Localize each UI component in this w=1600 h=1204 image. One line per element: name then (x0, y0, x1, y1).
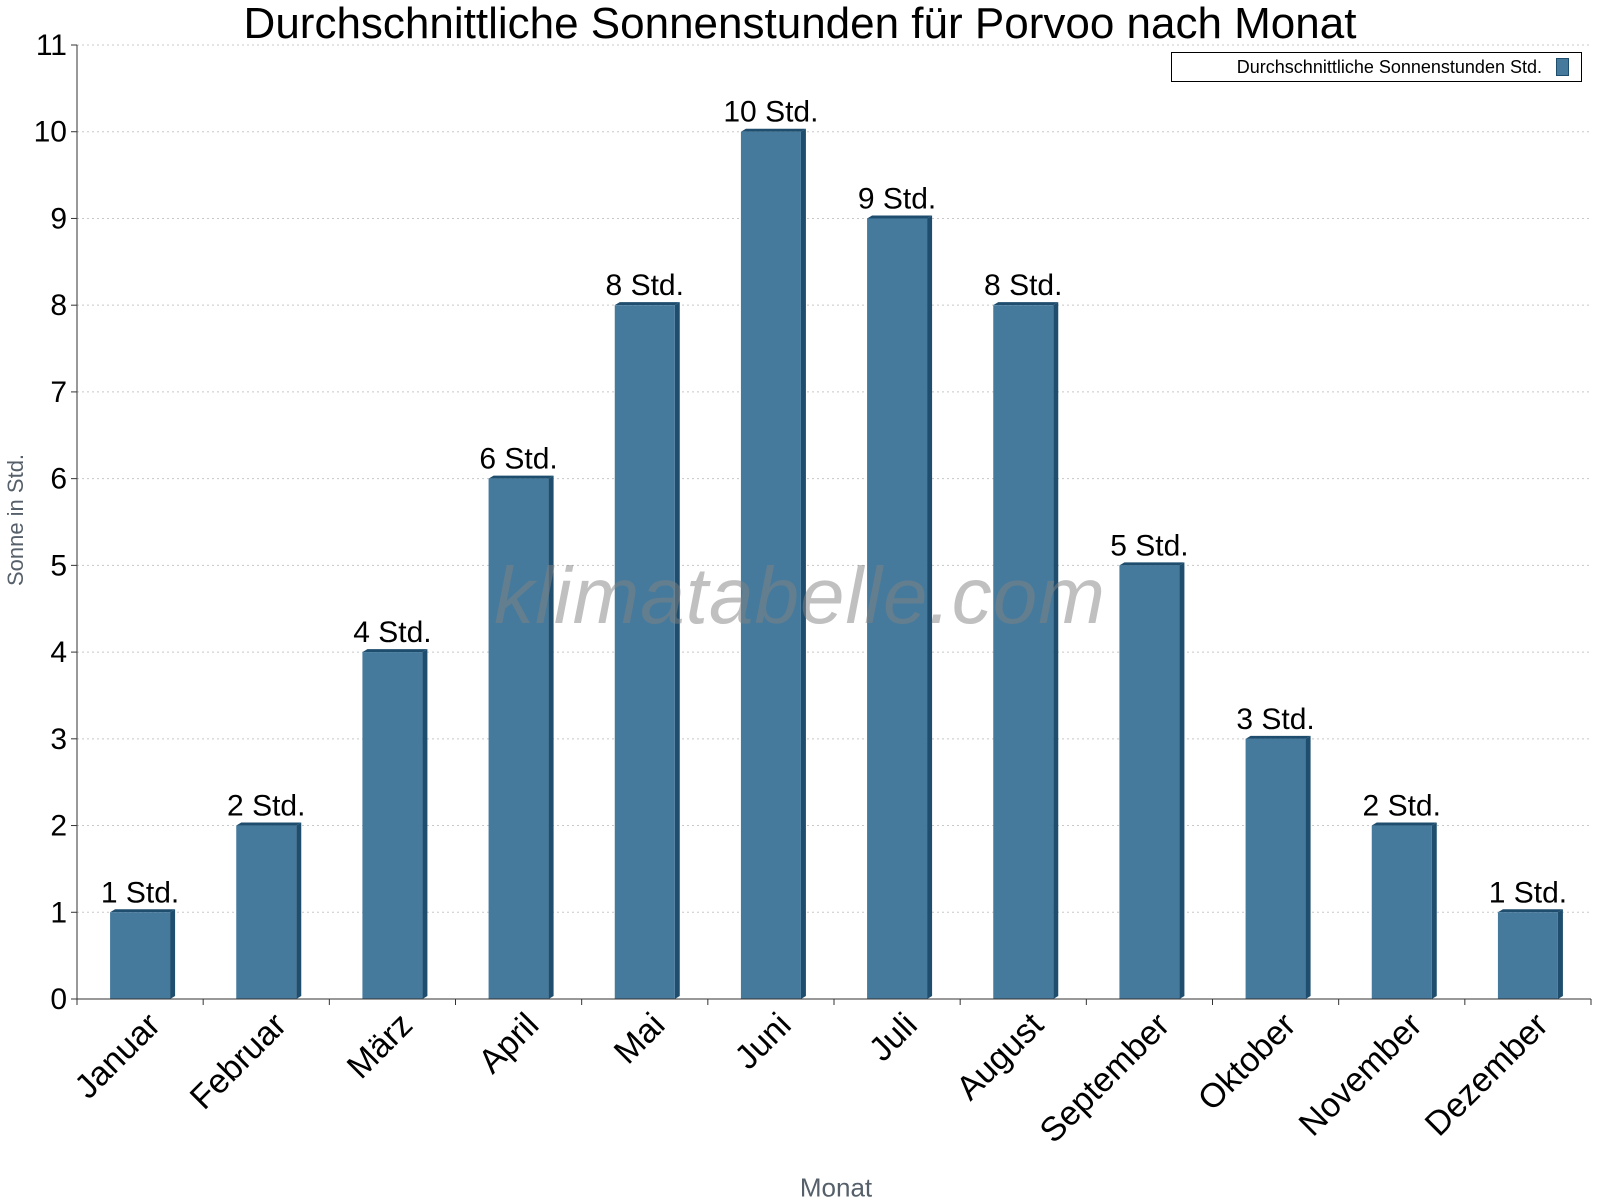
data-label: 8 Std. (606, 269, 684, 302)
bar (1119, 565, 1180, 999)
bar-top (1245, 735, 1311, 739)
y-tick-label: 8 (50, 289, 67, 322)
y-tick-label: 2 (50, 810, 67, 843)
chart-title: Durchschnittliche Sonnenstunden für Porv… (243, 0, 1357, 48)
legend: Durchschnittliche Sonnenstunden Std. (1171, 52, 1582, 82)
y-tick-label: 10 (34, 116, 67, 149)
x-axis-label: Monat (799, 1172, 873, 1203)
data-label: 10 Std. (723, 96, 818, 129)
y-tick-label: 1 (50, 896, 67, 929)
data-label: 9 Std. (858, 182, 936, 215)
gridlines (77, 44, 1591, 913)
bar (740, 131, 801, 999)
bar-top (1119, 562, 1185, 566)
bar-side (296, 822, 302, 999)
bar (1371, 825, 1432, 999)
bar-side (170, 909, 176, 999)
bar (1245, 738, 1306, 999)
data-label: 1 Std. (1489, 876, 1567, 909)
y-tick-label: 7 (50, 376, 67, 409)
y-tick-label: 11 (36, 29, 67, 62)
y-tick-label: 9 (50, 202, 67, 235)
bar (1497, 912, 1558, 999)
data-label: 2 Std. (1363, 790, 1441, 823)
data-label: 3 Std. (1236, 703, 1314, 736)
data-label: 1 Std. (101, 876, 179, 909)
x-tick-label: Februar (183, 1006, 294, 1117)
x-tick-label: Juni (728, 1006, 799, 1077)
bar (993, 305, 1054, 999)
bars (110, 128, 1563, 1000)
axes: 0 1 2 3 4 5 6 7 8 9 10 11 (34, 29, 1592, 1016)
bar-side (800, 128, 806, 999)
bar-side (1305, 735, 1311, 999)
bar-top (993, 302, 1059, 306)
x-tick-label: Juli (862, 1006, 925, 1069)
x-tick-label: April (471, 1006, 546, 1081)
data-label: 4 Std. (353, 616, 431, 649)
bar-top (110, 909, 176, 913)
data-label: 5 Std. (1110, 529, 1188, 562)
bar-side (674, 302, 680, 999)
bar-side (422, 649, 428, 999)
bar (236, 825, 297, 999)
y-tick-label: 6 (50, 463, 67, 496)
bar (614, 305, 675, 999)
y-tick-label: 3 (50, 723, 67, 756)
bar-top (1497, 909, 1563, 913)
bar (110, 912, 171, 999)
bar-side (1557, 909, 1563, 999)
bar (362, 652, 423, 999)
y-tick-label: 5 (50, 549, 67, 582)
bar-top (488, 475, 554, 479)
y-tick-label: 4 (50, 636, 67, 669)
x-tick-label: Januar (67, 1006, 167, 1106)
bar-top (236, 822, 302, 826)
data-label: 8 Std. (984, 269, 1062, 302)
bar-top (614, 302, 680, 306)
x-tick-label: Mai (607, 1006, 673, 1072)
data-label: 6 Std. (479, 443, 557, 476)
bar-side (1431, 822, 1437, 999)
bar-top (1371, 822, 1437, 826)
legend-swatch (1556, 58, 1569, 76)
legend-label: Durchschnittliche Sonnenstunden Std. (1236, 56, 1542, 77)
y-tick-label: 0 (50, 983, 67, 1016)
bar-side (1053, 302, 1059, 999)
x-tick-label: Oktober (1191, 1006, 1303, 1118)
x-tick-label: November (1292, 1006, 1430, 1144)
x-tick-label: März (340, 1006, 420, 1086)
bar (488, 478, 549, 999)
bar-side (1179, 562, 1185, 999)
bar-side (548, 475, 554, 999)
bar-top (362, 649, 428, 653)
y-axis-label: Sonne in Std. (3, 453, 28, 587)
x-tick-label: Dezember (1418, 1006, 1556, 1144)
x-tick-label: August (949, 1005, 1051, 1107)
data-label: 2 Std. (227, 790, 305, 823)
bar-side (927, 215, 933, 1000)
bar (867, 218, 928, 1000)
x-tick-label: September (1033, 1006, 1177, 1150)
bar-top (740, 128, 806, 132)
bar-top (867, 215, 933, 219)
